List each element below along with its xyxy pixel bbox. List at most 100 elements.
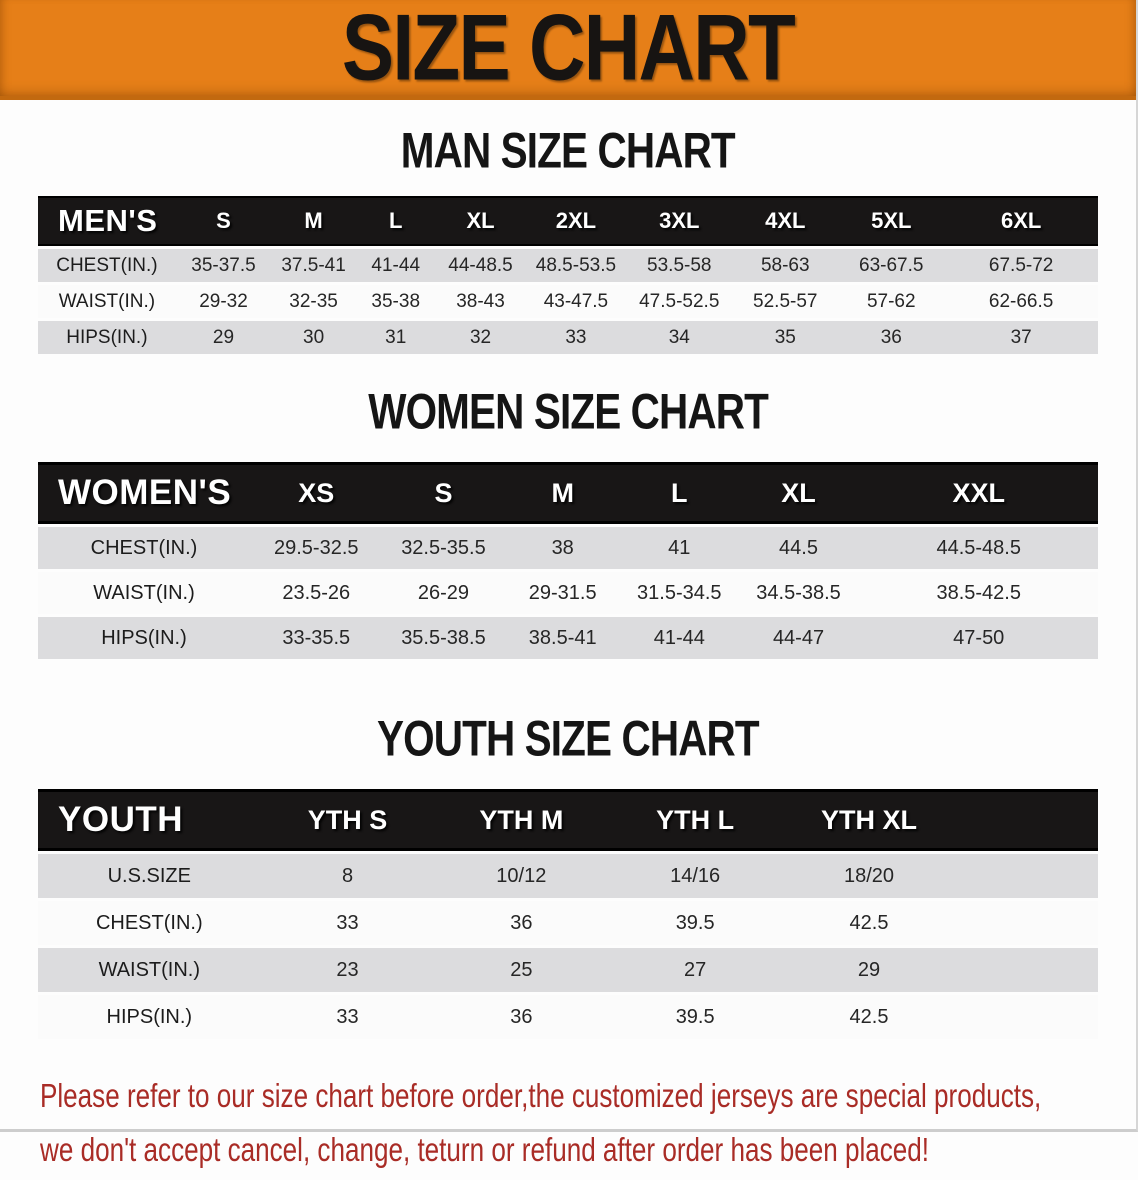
cell-filler: [955, 995, 1098, 1039]
measurement-value: 36: [434, 901, 609, 945]
measurement-value: 47-50: [859, 617, 1098, 659]
measurement-value: 38-43: [435, 285, 526, 318]
measurement-value: 33: [525, 321, 627, 354]
man-section-title-text: MAN SIZE CHART: [400, 121, 736, 179]
row-label: WAIST(IN.): [38, 948, 261, 992]
row-label: HIPS(IN.): [38, 995, 261, 1039]
measurement-value: 34: [626, 321, 733, 354]
measurement-value: 25: [434, 948, 609, 992]
youth-section-title: YOUTH SIZE CHART: [0, 709, 1136, 767]
youth-size-table-section: YOUTH YTH S YTH M YTH L YTH XL U.S.SIZE 8 10/1…: [0, 786, 1136, 1042]
row-label: U.S.SIZE: [38, 854, 261, 898]
measurement-value: 39.5: [608, 995, 783, 1039]
measurement-value: 52.5-57: [732, 285, 839, 318]
measurement-value: 58-63: [732, 249, 839, 282]
header-row: YOUTH YTH S YTH M YTH L YTH XL: [38, 789, 1098, 851]
measurement-value: 34.5-38.5: [737, 572, 860, 614]
measurement-value: 53.5-58: [626, 249, 733, 282]
measurement-row: CHEST(IN.) 35-37.5 37.5-41 41-44 44-48.5 48.5…: [38, 249, 1098, 282]
measurement-value: 36: [838, 321, 945, 354]
measurement-value: 44.5-48.5: [859, 527, 1098, 569]
measurement-value: 31: [355, 321, 436, 354]
size-column-header: L: [620, 462, 738, 524]
women-size-table: WOMEN'S XS S M L XL XXL CHEST(IN.) 29.5-32.5 32.…: [38, 459, 1098, 662]
measurement-value: 41-44: [620, 617, 738, 659]
measurement-value: 23.5-26: [250, 572, 383, 614]
measurement-row: HIPS(IN.) 33 36 39.5 42.5: [38, 995, 1098, 1039]
measurement-value: 29: [175, 321, 272, 354]
measurement-value: 38: [504, 527, 621, 569]
row-label: HIPS(IN.): [38, 321, 176, 354]
size-column-header: YTH XL: [782, 789, 956, 851]
size-column-header: XS: [250, 462, 383, 524]
row-label: WAIST(IN.): [38, 285, 176, 318]
measurement-value: 42.5: [782, 901, 956, 945]
measurement-row: WAIST(IN.) 23.5-26 26-29 29-31.5 31.5-34.5 34…: [38, 572, 1098, 614]
measurement-value: 33: [260, 901, 435, 945]
table-header-label: YOUTH: [38, 789, 261, 851]
header-row: MEN'S S M L XL 2XL 3XL 4XL 5XL 6XL: [38, 196, 1098, 246]
size-column-header: L: [355, 196, 436, 246]
women-size-table-section: WOMEN'S XS S M L XL XXL CHEST(IN.) 29.5-32.5 32.…: [0, 459, 1136, 662]
measurement-value: 35-38: [355, 285, 436, 318]
measurement-value: 31.5-34.5: [620, 572, 738, 614]
size-column-header: 3XL: [626, 196, 733, 246]
size-column-header: M: [271, 196, 356, 246]
measurement-value: 39.5: [608, 901, 783, 945]
youth-size-table: YOUTH YTH S YTH M YTH L YTH XL U.S.SIZE 8 10/1…: [38, 786, 1098, 1042]
header-filler: [955, 789, 1098, 851]
measurement-row: HIPS(IN.) 29 30 31 32 33 34 35 36 37: [38, 321, 1098, 354]
measurement-value: 30: [271, 321, 356, 354]
row-label: CHEST(IN.): [38, 901, 261, 945]
measurement-value: 43-47.5: [525, 285, 627, 318]
row-label: CHEST(IN.): [38, 527, 250, 569]
measurement-value: 38.5-41: [504, 617, 621, 659]
disclaimer-line-2: we don't accept cancel, change, teturn o…: [40, 1126, 1136, 1180]
measurement-row: CHEST(IN.) 33 36 39.5 42.5: [38, 901, 1098, 945]
row-label: CHEST(IN.): [38, 249, 176, 282]
man-size-table: MEN'S S M L XL 2XL 3XL 4XL 5XL 6XL CHEST(IN.) 35-3…: [38, 193, 1098, 357]
size-column-header: S: [382, 462, 505, 524]
measurement-value: 44.5: [737, 527, 860, 569]
man-section-title: MAN SIZE CHART: [0, 121, 1136, 179]
measurement-value: 47.5-52.5: [626, 285, 733, 318]
man-size-table-section: MEN'S S M L XL 2XL 3XL 4XL 5XL 6XL CHEST(IN.) 35-3…: [0, 193, 1136, 357]
measurement-value: 32-35: [271, 285, 356, 318]
size-column-header: YTH S: [260, 789, 435, 851]
measurement-value: 42.5: [782, 995, 956, 1039]
measurement-value: 27: [608, 948, 783, 992]
row-label: HIPS(IN.): [38, 617, 250, 659]
banner-title: SIZE CHART: [341, 0, 796, 101]
measurement-value: 62-66.5: [944, 285, 1098, 318]
measurement-value: 29: [782, 948, 956, 992]
measurement-row: CHEST(IN.) 29.5-32.5 32.5-35.5 38 41 44.5 44.5…: [38, 527, 1098, 569]
disclaimer-line-1-text: Please refer to our size chart before or…: [40, 1077, 1042, 1114]
disclaimer-line-2-text: we don't accept cancel, change, teturn o…: [40, 1131, 930, 1168]
size-column-header: XXL: [859, 462, 1098, 524]
measurement-row: WAIST(IN.) 23 25 27 29: [38, 948, 1098, 992]
measurement-value: 23: [260, 948, 435, 992]
measurement-value: 32: [435, 321, 526, 354]
women-section-title-text: WOMEN SIZE CHART: [368, 382, 769, 440]
youth-section-title-text: YOUTH SIZE CHART: [377, 709, 760, 767]
measurement-value: 29-32: [175, 285, 272, 318]
measurement-value: 41: [620, 527, 738, 569]
size-column-header: S: [175, 196, 272, 246]
cell-filler: [955, 901, 1098, 945]
size-column-header: M: [504, 462, 621, 524]
women-section-title: WOMEN SIZE CHART: [0, 382, 1136, 440]
measurement-value: 37: [944, 321, 1098, 354]
cell-filler: [955, 854, 1098, 898]
measurement-value: 57-62: [838, 285, 945, 318]
measurement-row: HIPS(IN.) 33-35.5 35.5-38.5 38.5-41 41-44 44-…: [38, 617, 1098, 659]
measurement-value: 29-31.5: [504, 572, 621, 614]
measurement-value: 8: [260, 854, 435, 898]
size-column-header: XL: [737, 462, 860, 524]
size-column-header: XL: [435, 196, 526, 246]
measurement-value: 26-29: [382, 572, 505, 614]
measurement-value: 10/12: [434, 854, 609, 898]
measurement-value: 32.5-35.5: [382, 527, 505, 569]
measurement-value: 41-44: [355, 249, 436, 282]
table-header-label: MEN'S: [38, 196, 176, 246]
measurement-value: 29.5-32.5: [250, 527, 383, 569]
